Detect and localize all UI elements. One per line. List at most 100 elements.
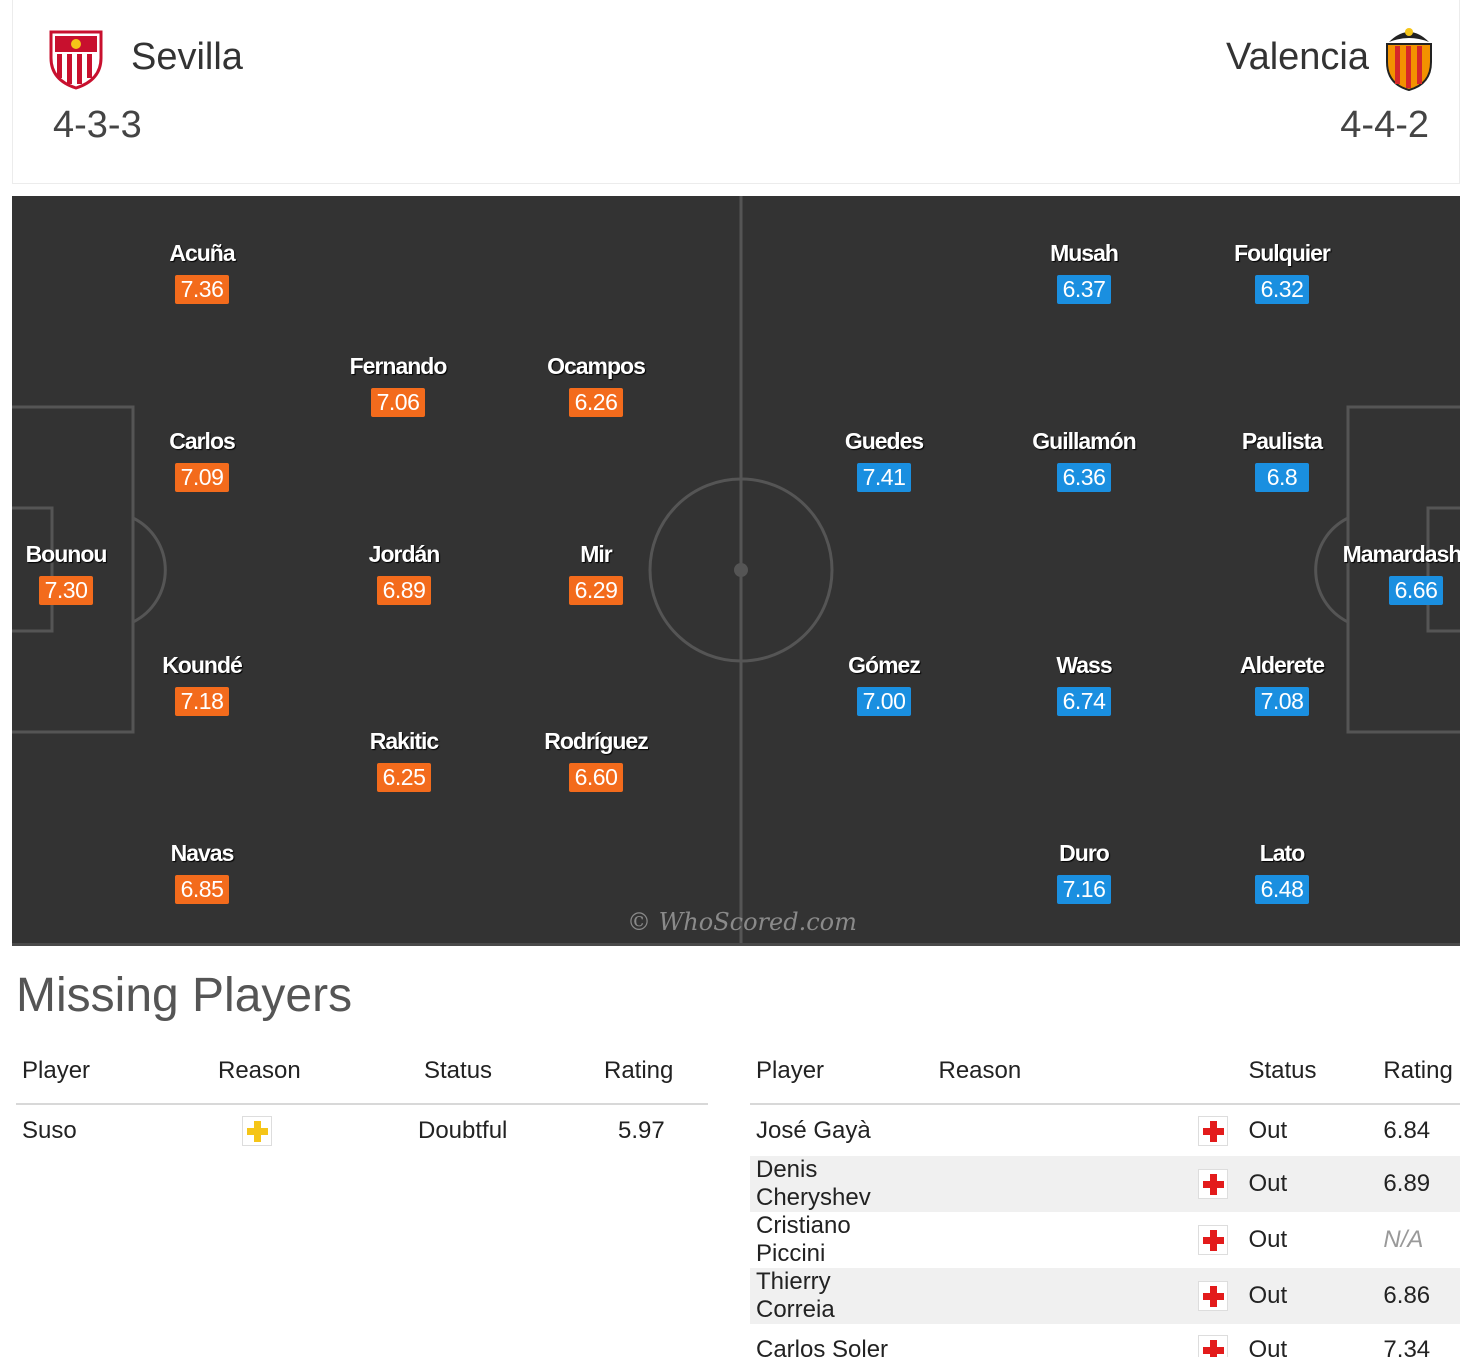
home-player[interactable]: Koundé 7.18	[102, 652, 302, 716]
reason-cell	[914, 1156, 1229, 1212]
player-name: Foulquier	[1234, 240, 1331, 266]
table-row[interactable]: Suso Doubtful 5.97	[16, 1104, 708, 1156]
home-player[interactable]: Rodríguez 6.60	[496, 728, 696, 792]
away-player[interactable]: Foulquier 6.32	[1182, 240, 1382, 304]
player-rating-badge: 7.16	[1057, 875, 1111, 904]
missing-player-name[interactable]: Carlos Soler	[756, 1336, 889, 1357]
player-name: Duro	[1059, 840, 1110, 866]
missing-player-name[interactable]: Cristiano Piccini	[756, 1212, 851, 1267]
player-rating-badge: 6.85	[175, 875, 229, 904]
home-player[interactable]: Mir 6.29	[496, 541, 696, 605]
missing-player-name[interactable]: Denis Cheryshev	[750, 1156, 915, 1212]
reason-cell	[914, 1104, 1229, 1156]
col-reason[interactable]: Reason	[212, 1038, 408, 1105]
sevilla-crest-icon	[49, 30, 103, 90]
col-status[interactable]: Status	[1228, 1038, 1348, 1105]
rating-value: 6.89	[1347, 1156, 1460, 1212]
missing-player-name[interactable]: Thierry Correia	[750, 1268, 915, 1324]
reason-cell	[914, 1212, 1229, 1268]
away-player[interactable]: Mamardashvili 6.66	[1316, 541, 1460, 605]
missing-players-title: Missing Players	[16, 969, 353, 1022]
rating-value: 7.34	[1383, 1336, 1431, 1357]
player-name: Ocampos	[547, 353, 646, 379]
home-player[interactable]: Acuña 7.36	[102, 240, 302, 304]
col-player[interactable]: Player	[16, 1038, 212, 1105]
col-rating[interactable]: Rating	[1347, 1038, 1460, 1105]
player-rating-badge: 6.29	[569, 576, 623, 605]
table-row[interactable]: Carlos Soler Out 7.34	[750, 1324, 1460, 1357]
away-player[interactable]: Lato 6.48	[1182, 840, 1382, 904]
table-header-row: Player Reason Status Rating	[16, 1038, 708, 1105]
status-text: Doubtful	[418, 1116, 508, 1144]
rating-value: 6.84	[1383, 1116, 1431, 1144]
player-name: Lato	[1259, 840, 1306, 866]
home-formation: 4-3-3	[53, 104, 142, 146]
col-player[interactable]: Player	[750, 1038, 915, 1105]
table-row[interactable]: Cristiano Piccini Out N/A	[750, 1212, 1460, 1268]
home-player[interactable]: Navas 6.85	[102, 840, 302, 904]
player-rating-badge: 7.00	[857, 687, 911, 716]
col-reason[interactable]: Reason	[914, 1038, 1229, 1105]
player-rating-badge: 6.48	[1255, 875, 1309, 904]
red-cross-icon[interactable]	[1198, 1115, 1229, 1146]
player-rating-badge: 6.8	[1255, 463, 1309, 492]
home-team-name[interactable]: Sevilla	[131, 36, 243, 78]
player-rating-badge: 6.66	[1389, 576, 1443, 605]
red-cross-icon[interactable]	[1198, 1225, 1229, 1255]
reason-cell	[914, 1324, 1229, 1357]
formation-pitch: © WhoScored.com Acuña 7.36 Fernando 7.06 Oca…	[12, 196, 1460, 946]
player-rating-badge: 6.60	[569, 763, 623, 792]
player-name: Musah	[1050, 240, 1119, 266]
rating-value: N/A	[1383, 1226, 1424, 1253]
away-player[interactable]: Paulista 6.8	[1182, 428, 1382, 492]
home-player[interactable]: Fernando 7.06	[298, 353, 498, 417]
away-player[interactable]: Alderete 7.08	[1182, 652, 1382, 716]
red-cross-icon[interactable]	[1198, 1281, 1229, 1311]
player-rating-badge: 6.25	[377, 763, 431, 792]
player-name: Fernando	[349, 353, 448, 379]
away-team-name[interactable]: Valencia	[1226, 36, 1369, 78]
whoscored-watermark: © WhoScored.com	[627, 908, 857, 936]
player-rating-badge: 7.08	[1255, 687, 1309, 716]
col-rating[interactable]: Rating	[604, 1038, 708, 1105]
player-name: Paulista	[1241, 428, 1323, 454]
player-rating-badge: 7.06	[371, 388, 425, 417]
missing-player-name[interactable]: Suso	[22, 1116, 77, 1144]
player-rating-badge: 7.09	[175, 463, 229, 492]
rating-value: 5.97	[618, 1116, 665, 1144]
home-player[interactable]: Jordán 6.89	[304, 541, 504, 605]
player-rating-badge: 6.37	[1057, 275, 1111, 304]
status-text: Out	[1248, 1336, 1288, 1357]
away-player[interactable]: Gómez 7.00	[784, 652, 984, 716]
status-text: Out	[1228, 1268, 1348, 1324]
player-name: Acuña	[169, 240, 235, 266]
table-row[interactable]: José Gayà Out 6.84	[750, 1104, 1460, 1156]
player-name: Wass	[1056, 652, 1112, 678]
table-row[interactable]: Thierry Correia Out 6.86	[750, 1268, 1460, 1324]
home-player[interactable]: Ocampos 6.26	[496, 353, 696, 417]
away-player[interactable]: Guillamón 6.36	[984, 428, 1184, 492]
missing-player-name[interactable]: José Gayà	[756, 1116, 871, 1144]
red-cross-icon[interactable]	[1198, 1335, 1229, 1357]
player-name: Navas	[170, 840, 235, 866]
home-player[interactable]: Bounou 7.30	[12, 541, 166, 605]
table-row[interactable]: Denis Cheryshev Out 6.89	[750, 1156, 1460, 1212]
player-name: Mir	[580, 541, 613, 567]
home-player[interactable]: Carlos 7.09	[102, 428, 302, 492]
player-rating-badge: 6.26	[569, 388, 623, 417]
table-header-row: Player Reason Status Rating	[750, 1038, 1460, 1105]
lineup-header: Sevilla 4-3-3 Valencia 4-4-2	[12, 0, 1460, 184]
away-player[interactable]: Duro 7.16	[984, 840, 1184, 904]
home-player[interactable]: Rakitic 6.25	[304, 728, 504, 792]
away-player[interactable]: Wass 6.74	[984, 652, 1184, 716]
status-text: Out	[1248, 1116, 1288, 1144]
col-status[interactable]: Status	[408, 1038, 604, 1105]
away-formation: 4-4-2	[1340, 104, 1429, 146]
red-cross-icon[interactable]	[1198, 1169, 1229, 1199]
away-missing-table: Player Reason Status Rating José Gayà Out…	[750, 1038, 1460, 1357]
player-name: Guedes	[844, 428, 924, 454]
yellow-cross-icon[interactable]	[242, 1115, 272, 1146]
away-player[interactable]: Guedes 7.41	[784, 428, 984, 492]
player-name: Carlos	[169, 428, 236, 454]
away-player[interactable]: Musah 6.37	[984, 240, 1184, 304]
